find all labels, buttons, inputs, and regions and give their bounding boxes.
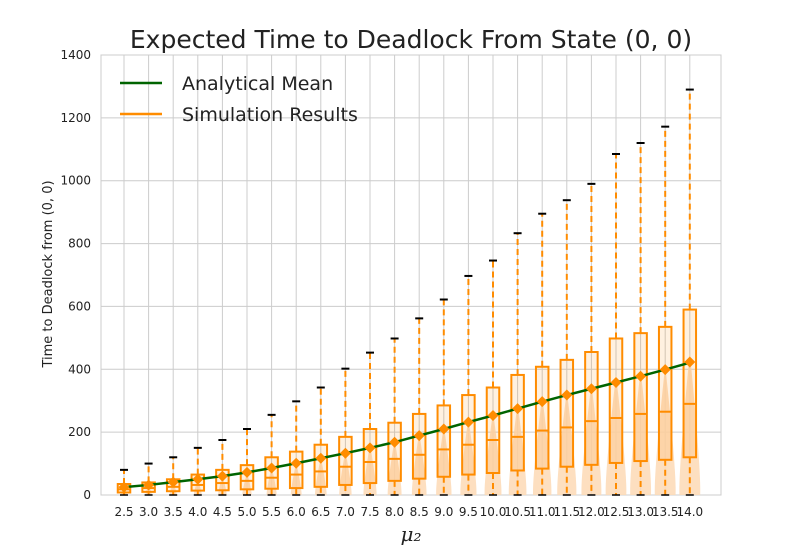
simulation-mean-marker <box>118 481 130 493</box>
simulation-mean-marker <box>364 442 376 454</box>
y-axis-label: Time to Deadlock from (0, 0) <box>41 180 56 368</box>
x-tick-label: 4.5 <box>213 505 232 519</box>
x-tick-label: 5.5 <box>262 505 281 519</box>
x-tick-label: 8.5 <box>410 505 429 519</box>
y-tick-label: 1200 <box>60 111 91 125</box>
x-tick-label: 9.0 <box>434 505 453 519</box>
x-tick-label: 12.0 <box>578 505 605 519</box>
violin-shape <box>460 417 477 495</box>
box <box>461 394 476 476</box>
y-tick-label: 800 <box>68 237 91 251</box>
box <box>485 386 501 474</box>
y-tick-label: 0 <box>83 488 91 502</box>
simulation-mean-marker <box>438 423 450 435</box>
x-tick-label: 7.5 <box>360 505 379 519</box>
simulation-mean-marker <box>413 430 425 442</box>
violin-shape <box>508 402 527 495</box>
box <box>534 365 550 470</box>
box <box>288 450 304 490</box>
simulation-mean-marker <box>167 476 179 488</box>
violin-shape <box>557 390 577 495</box>
simulation-mean-marker <box>143 479 155 491</box>
x-axis-label: μ₂ <box>400 522 421 546</box>
box <box>657 325 673 461</box>
x-tick-label: 2.5 <box>114 505 133 519</box>
x-tick-label: 13.5 <box>652 505 679 519</box>
x-tick-label: 5.0 <box>237 505 256 519</box>
chart-title: Expected Time to Deadlock From State (0,… <box>130 25 692 54</box>
x-tick-label: 4.0 <box>188 505 207 519</box>
box <box>338 435 353 486</box>
simulation-mean-marker <box>462 416 474 428</box>
box <box>387 421 402 482</box>
x-tick-label: 6.0 <box>287 505 306 519</box>
plot-area: 0 200 400 600 800 1000 1200 1400 2.5 3.0 3.5 4.0 4.5… <box>60 48 722 519</box>
x-tick-label: 8.0 <box>385 505 404 519</box>
legend-label-analytical: Analytical Mean <box>182 73 333 95</box>
violin-shape <box>630 369 652 495</box>
simulation-mean-marker <box>561 389 573 401</box>
simulation-mean-marker <box>266 462 278 474</box>
simulation-mean-marker <box>192 473 204 485</box>
box <box>584 351 599 466</box>
box <box>633 332 648 463</box>
violin-shape <box>605 374 627 495</box>
simulation-mean-marker <box>290 457 302 469</box>
box <box>411 412 427 480</box>
box <box>313 443 329 488</box>
x-tick-label: 6.5 <box>311 505 330 519</box>
box <box>362 428 378 485</box>
x-tick-label: 11.5 <box>553 505 580 519</box>
simulation-mean-marker <box>487 409 499 421</box>
y-tick-label: 1000 <box>60 174 91 188</box>
violin-shape <box>581 383 602 495</box>
violin-shape <box>339 450 352 495</box>
legend: Analytical Mean Simulation Results <box>120 73 358 126</box>
box <box>608 337 624 464</box>
y-tick-label: 600 <box>68 299 91 313</box>
simulation-mean-marker <box>635 370 647 382</box>
simulation-mean-marker <box>610 376 622 388</box>
simulation-mean-marker <box>216 470 228 482</box>
y-tick-label: 1400 <box>60 48 91 62</box>
simulation-mean-marker <box>684 356 696 368</box>
x-tick-label: 9.5 <box>459 505 478 519</box>
simulation-mean-marker <box>389 436 401 448</box>
y-tick-label: 400 <box>68 362 91 376</box>
x-tick-label: 3.5 <box>164 505 183 519</box>
violin-shape <box>679 352 701 495</box>
simulation-mean-marker <box>315 452 327 464</box>
simulation-mean-marker <box>536 396 548 408</box>
x-tick-label: 11.0 <box>529 505 556 519</box>
violin-shape <box>315 456 327 495</box>
x-tick-label: 10.5 <box>504 505 531 519</box>
x-tick-label: 12.5 <box>603 505 630 519</box>
violin-shape <box>532 395 552 495</box>
box <box>436 404 452 478</box>
x-tick-label: 3.0 <box>139 505 158 519</box>
violin-shape <box>654 365 676 495</box>
simulation-mean-marker <box>659 364 671 376</box>
simulation-mean-marker <box>585 383 597 395</box>
violin-shape <box>484 411 502 495</box>
box <box>510 373 525 472</box>
legend-label-simulation: Simulation Results <box>182 104 358 126</box>
simulation-mean-marker <box>339 447 351 459</box>
x-tick-label: 10.0 <box>480 505 507 519</box>
x-tick-label: 14.0 <box>676 505 703 519</box>
y-tick-label: 200 <box>68 425 91 439</box>
x-tick-label: 13.0 <box>627 505 654 519</box>
x-tick-label: 7.0 <box>336 505 355 519</box>
simulation-mean-marker <box>512 403 524 415</box>
violin-shape <box>290 461 302 495</box>
simulation-mean-marker <box>241 466 253 478</box>
box <box>559 358 575 468</box>
box <box>682 308 698 459</box>
